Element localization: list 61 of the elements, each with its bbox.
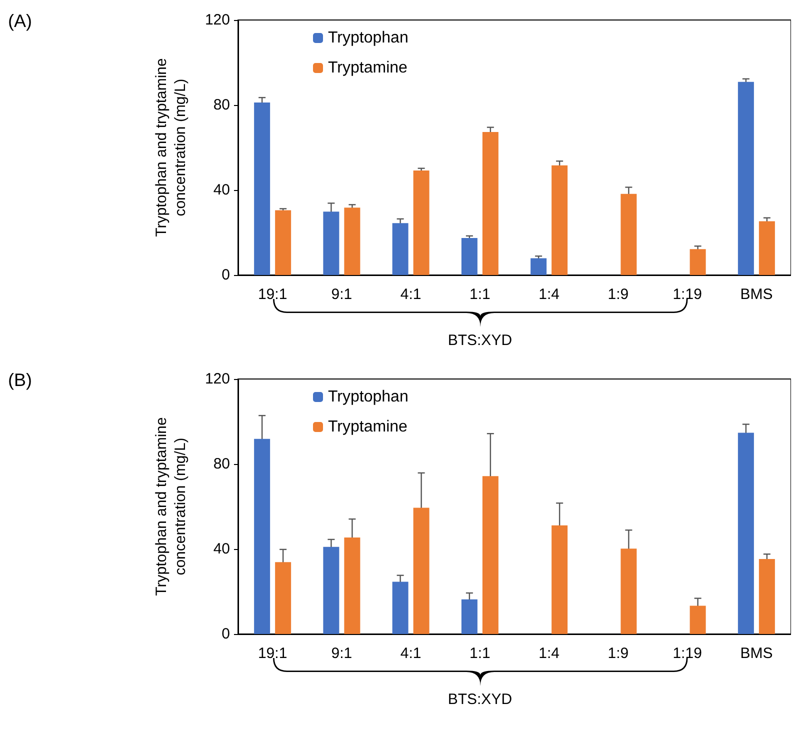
text: (A) (8, 11, 32, 31)
x-tick-label: 1:19 (672, 286, 702, 303)
bar (323, 546, 340, 634)
bar (552, 525, 568, 634)
bar (758, 221, 775, 275)
y-tick-label: 40 (213, 182, 230, 198)
y-tick-label: 0 (222, 626, 230, 642)
bar (275, 210, 292, 275)
bar (758, 558, 775, 634)
y-tick-label: 120 (204, 12, 230, 28)
bar (413, 170, 430, 275)
bar (482, 132, 498, 275)
y-tick-label: 80 (213, 96, 230, 114)
bar (254, 438, 270, 634)
bar (392, 582, 408, 634)
y-axis-title: Tryptophan and tryptamine concentration (mg/L) (153, 417, 189, 596)
bar (738, 432, 754, 634)
x-axis-title: BTS:XYD (448, 332, 512, 349)
bar (413, 508, 430, 634)
x-tick-label: 1:1 (470, 286, 490, 303)
bar (690, 249, 706, 275)
text: (B) (8, 370, 32, 390)
bar (552, 165, 568, 275)
legend-label: Tryptophan (328, 30, 408, 46)
y-tick-label: 80 (213, 456, 230, 472)
x-axis-title: BTS:XYD (448, 691, 512, 708)
bar (738, 82, 754, 275)
x-tick-label: 1:4 (538, 645, 560, 662)
x-tick-label: 1:19 (672, 645, 702, 662)
x-tick-label: 4:1 (400, 286, 422, 303)
x-tick-label: 1:4 (538, 286, 560, 303)
bar (620, 194, 637, 275)
x-tick-label: 9:1 (331, 286, 352, 303)
y-tick-label: 40 (213, 540, 230, 558)
bar (392, 223, 408, 275)
legend-label: Tryptamine (328, 418, 408, 436)
bar (344, 538, 360, 634)
bar (482, 476, 498, 634)
x-tick-label: 9:1 (331, 645, 352, 662)
x-tick-label: 19:1 (258, 645, 288, 662)
bar (530, 258, 547, 275)
x-tick-label: 1:9 (608, 286, 629, 303)
bar (461, 599, 478, 634)
legend-label: Tryptophan (328, 388, 408, 406)
x-tick-label: BMS (740, 645, 773, 662)
x-tick-label: 19:1 (258, 286, 288, 303)
bar (620, 548, 637, 634)
x-tick-label: 1:9 (608, 645, 629, 662)
x-tick-label: 1:1 (470, 645, 490, 662)
bar (690, 606, 706, 634)
bar (461, 238, 478, 275)
x-tick-label: BMS (740, 286, 773, 303)
y-tick-label: 0 (222, 266, 230, 284)
bar (275, 562, 292, 634)
bar (323, 212, 340, 275)
bar (254, 102, 270, 275)
x-tick-label: 4:1 (400, 645, 422, 662)
y-tick-label: 120 (204, 370, 230, 388)
bar (344, 208, 360, 275)
legend-label: Tryptamine (328, 60, 408, 76)
y-axis-title: Tryptophan and tryptamine concentration (mg/L) (153, 58, 189, 237)
